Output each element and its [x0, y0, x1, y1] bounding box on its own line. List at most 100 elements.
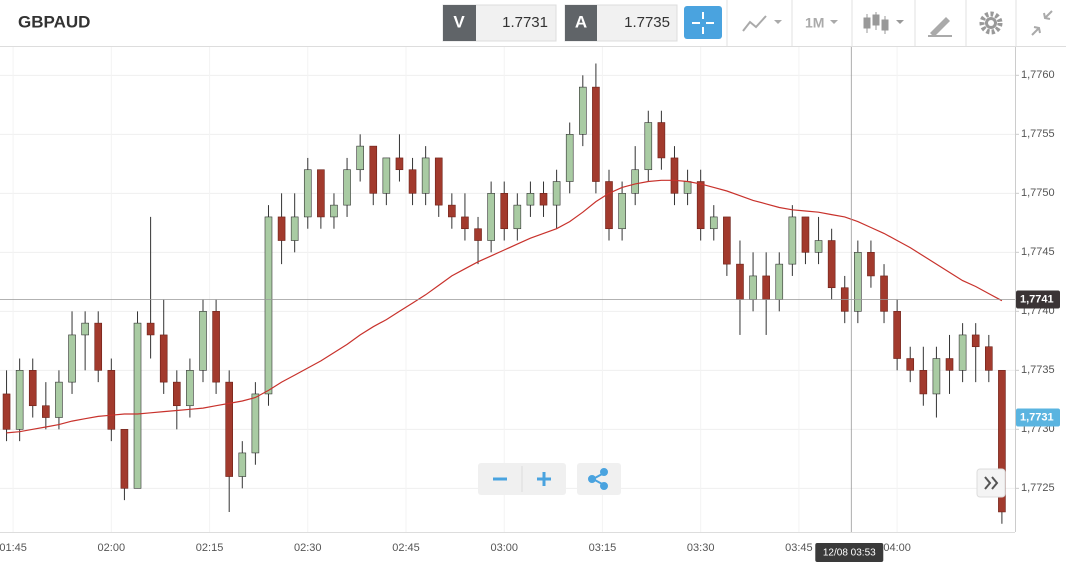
candle-body [133, 322, 142, 489]
x-tick-label: 03:00 [490, 542, 518, 554]
bid-label: V [453, 12, 465, 31]
timeframe-button[interactable]: 1M [805, 15, 838, 31]
candle-body [461, 216, 469, 230]
candle-body [159, 334, 168, 383]
candle-body [552, 181, 561, 206]
candle-body [906, 358, 915, 371]
candle-body [696, 181, 705, 230]
candle-body [539, 193, 548, 206]
candle-body [893, 311, 901, 359]
candle-body [94, 322, 103, 371]
y-tick-label: 1,7735 [1021, 364, 1055, 376]
candle-body [382, 157, 391, 194]
ask-label: A [575, 12, 587, 31]
candle-body [303, 169, 312, 218]
candle-body [801, 216, 810, 253]
candle-body [827, 240, 836, 289]
candle-body [330, 204, 338, 218]
candle-body [2, 393, 11, 430]
candle-body [657, 122, 666, 159]
candle-body [631, 169, 639, 194]
candle-body [762, 275, 770, 300]
candle-body [958, 334, 967, 371]
x-tick-label: 03:45 [785, 542, 813, 554]
candle-body [945, 358, 954, 371]
candle-body [788, 216, 797, 265]
candle-body [500, 193, 509, 230]
x-tick-label: 04:00 [883, 542, 911, 554]
crosshair-icon [692, 12, 714, 34]
crosshair-time-label: 12/08 03:53 [823, 548, 876, 559]
moving-average [6, 179, 1003, 434]
last-price-box [1016, 408, 1060, 427]
y-tick-label: 1,7760 [1021, 69, 1055, 81]
candle-body [264, 216, 273, 395]
drawing-tool-button[interactable] [928, 17, 952, 37]
y-tick-label: 1,7745 [1021, 246, 1055, 258]
x-tick-label: 03:30 [687, 542, 715, 554]
crosshair-price-box [1016, 290, 1060, 309]
candle-body [225, 381, 233, 477]
timeframe: 1M [805, 15, 824, 31]
x-tick-label: 02:15 [196, 542, 224, 554]
x-tick-label: 02:00 [98, 542, 126, 554]
candle-body [146, 322, 155, 336]
candle-body [592, 86, 600, 182]
candle-body [173, 381, 181, 407]
candle-body [317, 169, 325, 218]
candle-body [212, 311, 220, 383]
plot-area [0, 47, 1015, 532]
candle-body [290, 216, 299, 241]
settings-button[interactable] [979, 11, 1003, 35]
zoom-controls [478, 463, 1006, 498]
crosshair-button[interactable] [684, 6, 722, 39]
ask-price: 1.7735 [624, 14, 670, 31]
candle-body [421, 157, 430, 194]
candle-body [28, 370, 37, 407]
collapse-button[interactable] [1031, 10, 1053, 36]
bid-price: 1.7731 [502, 14, 548, 31]
crosshair-price-label: 1,7741 [1020, 293, 1054, 305]
candle-body [42, 405, 50, 418]
candle-body [356, 145, 364, 171]
candle-body [971, 334, 980, 348]
candle-body [55, 381, 63, 418]
candle-body [670, 157, 679, 194]
toolbar: GBPAUD V 1.7731 A 1.7735 1M [0, 0, 1066, 47]
candle-body [985, 346, 993, 371]
candle-body [186, 370, 194, 407]
candle-body [199, 311, 207, 371]
y-tick-label: 1,7750 [1021, 187, 1055, 199]
candle-body [107, 370, 116, 430]
candle-body [277, 216, 286, 241]
candle-body [487, 193, 495, 241]
candle-body [408, 169, 417, 194]
share-button[interactable] [577, 463, 621, 495]
symbol: GBPAUD [18, 12, 90, 31]
chart-type-button[interactable] [742, 15, 782, 32]
candle-body [644, 122, 653, 171]
y-tick-label: 1,7725 [1021, 482, 1055, 494]
share-icon [588, 468, 608, 490]
candle-body [919, 370, 928, 395]
candle-body [579, 86, 587, 135]
zoom-in-button[interactable] [537, 472, 551, 486]
candle-body [474, 228, 482, 241]
candle-body [932, 358, 941, 395]
candle-body [723, 216, 731, 265]
candle-body [605, 181, 613, 230]
candle-style-button[interactable] [863, 12, 904, 34]
x-tick-label: 02:30 [294, 542, 322, 554]
candle-body [565, 134, 574, 182]
candle-body [238, 452, 247, 477]
candle-body [854, 252, 862, 312]
candle-body [618, 193, 626, 230]
candle-body [369, 145, 378, 194]
candle-body [251, 393, 260, 454]
candle-body [15, 370, 24, 430]
scroll-icon [984, 476, 999, 490]
candle-body [683, 181, 692, 194]
candle-body [749, 275, 757, 300]
bid-tag [443, 5, 476, 41]
